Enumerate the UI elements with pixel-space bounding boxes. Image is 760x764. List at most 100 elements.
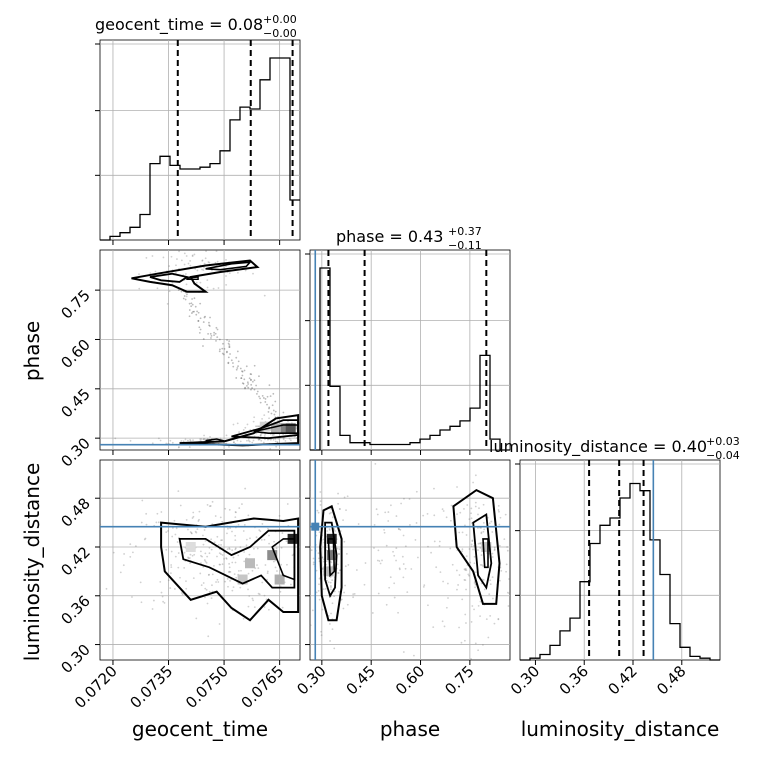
- sample-point: [242, 382, 245, 385]
- sample-point: [185, 295, 188, 298]
- sample-point: [475, 571, 477, 574]
- sample-point: [160, 511, 163, 513]
- sample-point: [201, 259, 204, 262]
- sample-point: [242, 530, 245, 532]
- sample-point: [177, 566, 180, 569]
- sample-point: [413, 654, 415, 657]
- sample-point: [207, 635, 210, 638]
- sample-point: [321, 568, 324, 571]
- sample-point: [342, 519, 344, 521]
- sample-point: [210, 337, 212, 339]
- sample-point: [493, 549, 496, 552]
- sample-point: [456, 486, 458, 488]
- sample-point: [324, 587, 327, 590]
- sample-point: [119, 571, 122, 574]
- sample-point: [479, 547, 482, 549]
- sample-point: [433, 540, 436, 543]
- sample-point: [331, 579, 334, 582]
- sample-point: [253, 416, 256, 419]
- sample-point: [123, 553, 126, 555]
- sample-point: [218, 563, 221, 566]
- sample-point: [145, 523, 148, 526]
- sample-point: [430, 551, 432, 554]
- sample-point: [480, 531, 483, 534]
- sample-point: [506, 546, 509, 548]
- sample-point: [328, 529, 331, 531]
- sample-point: [473, 582, 476, 584]
- sample-point: [149, 272, 152, 275]
- sample-point: [169, 572, 172, 575]
- sample-point: [277, 437, 280, 440]
- sample-point: [215, 250, 218, 253]
- sample-point: [183, 252, 186, 255]
- sample-point: [197, 520, 200, 522]
- sample-point: [156, 512, 159, 515]
- sample-point: [229, 527, 232, 529]
- sample-point: [479, 600, 482, 603]
- sample-point: [208, 324, 210, 327]
- sample-point: [243, 551, 246, 553]
- sample-point: [230, 359, 233, 362]
- sample-point: [470, 543, 473, 546]
- sample-point: [207, 574, 210, 576]
- sample-point: [326, 579, 328, 582]
- sample-point: [244, 426, 247, 429]
- sample-point: [234, 516, 237, 518]
- x-tick-label: 0.60: [392, 662, 428, 698]
- sample-point: [485, 618, 488, 621]
- sample-point: [470, 658, 472, 660]
- sample-point: [248, 440, 251, 443]
- sample-point: [131, 596, 133, 598]
- sample-point: [144, 537, 147, 540]
- x-tick-label: 0.42: [604, 662, 640, 698]
- sample-point: [398, 528, 400, 531]
- sample-point: [224, 507, 227, 510]
- sample-point: [241, 503, 243, 505]
- x-tick-label: 0.48: [653, 662, 689, 698]
- y-tick-label: 0.75: [57, 286, 93, 322]
- sample-point: [245, 365, 248, 368]
- y-tick-label: 0.42: [57, 543, 93, 579]
- sample-point: [226, 548, 229, 551]
- title-phase: phase = 0.43 +0.37 −0.11: [336, 225, 482, 252]
- sample-point: [467, 573, 470, 576]
- sample-point: [392, 550, 394, 553]
- sample-point: [182, 297, 185, 300]
- sample-point: [253, 547, 255, 550]
- sample-point: [464, 579, 467, 582]
- sample-point: [318, 598, 321, 601]
- sample-point: [461, 531, 464, 534]
- sample-point: [174, 555, 177, 558]
- sample-point: [208, 325, 211, 327]
- sample-point: [506, 549, 509, 552]
- sample-point: [202, 269, 205, 272]
- sample-point: [202, 321, 205, 323]
- sample-point: [423, 584, 426, 587]
- sample-point: [231, 549, 234, 552]
- sample-point: [138, 287, 141, 290]
- sample-point: [167, 579, 170, 582]
- density-block: [280, 423, 291, 434]
- sample-point: [503, 538, 506, 541]
- sample-point: [192, 515, 195, 518]
- sample-point: [337, 572, 340, 574]
- sample-point: [232, 423, 235, 426]
- sample-point: [489, 583, 492, 586]
- sample-point: [435, 566, 438, 569]
- sample-point: [489, 615, 492, 617]
- sample-point: [173, 519, 176, 522]
- sample-point: [185, 255, 188, 257]
- sample-point: [274, 566, 277, 569]
- sample-point: [261, 523, 264, 525]
- sample-point: [330, 561, 333, 564]
- sample-point: [295, 425, 298, 428]
- sample-point: [198, 518, 200, 521]
- sample-point: [244, 487, 247, 490]
- sample-point: [206, 279, 209, 282]
- sample-point: [263, 294, 266, 297]
- sample-point: [395, 547, 398, 550]
- sample-point: [129, 439, 132, 442]
- ylabel-phase: phase: [20, 321, 44, 381]
- sample-point: [249, 373, 252, 375]
